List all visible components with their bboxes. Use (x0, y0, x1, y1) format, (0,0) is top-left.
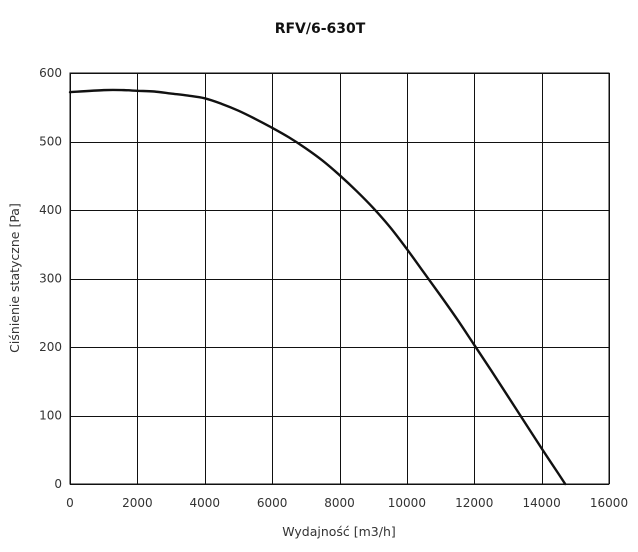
y-tick-label: 600 (39, 66, 62, 80)
y-tick-label: 300 (39, 272, 62, 286)
x-tick-label: 0 (66, 496, 74, 510)
y-tick-label: 100 (39, 409, 62, 423)
x-tick-labels: 0 2000 4000 6000 8000 10000 12000 14000 16000 (66, 496, 628, 510)
series-group (68, 88, 567, 486)
x-tick-label: 12000 (455, 496, 493, 510)
y-tick-label: 200 (39, 340, 62, 354)
x-tick-label: 4000 (189, 496, 220, 510)
y-tick-label: 0 (54, 477, 62, 491)
plot-frame (69, 72, 610, 485)
x-tick-label: 10000 (388, 496, 426, 510)
x-tick-label: 2000 (122, 496, 153, 510)
y-tick-label: 400 (39, 203, 62, 217)
chart-title: RFV/6-630T (275, 21, 366, 37)
y-axis-label: Ciśnienie statyczne [Pa] (7, 203, 22, 353)
x-axis-label: Wydajność [m3/h] (282, 524, 396, 539)
x-tick-label: 14000 (523, 496, 561, 510)
series-line (68, 88, 567, 486)
x-tick-label: 8000 (324, 496, 355, 510)
grid-lines (70, 73, 610, 485)
y-tick-labels: 0 100 200 300 400 500 600 (39, 66, 62, 491)
x-tick-label: 16000 (590, 496, 628, 510)
y-tick-label: 500 (39, 135, 62, 149)
x-tick-label: 6000 (257, 496, 288, 510)
